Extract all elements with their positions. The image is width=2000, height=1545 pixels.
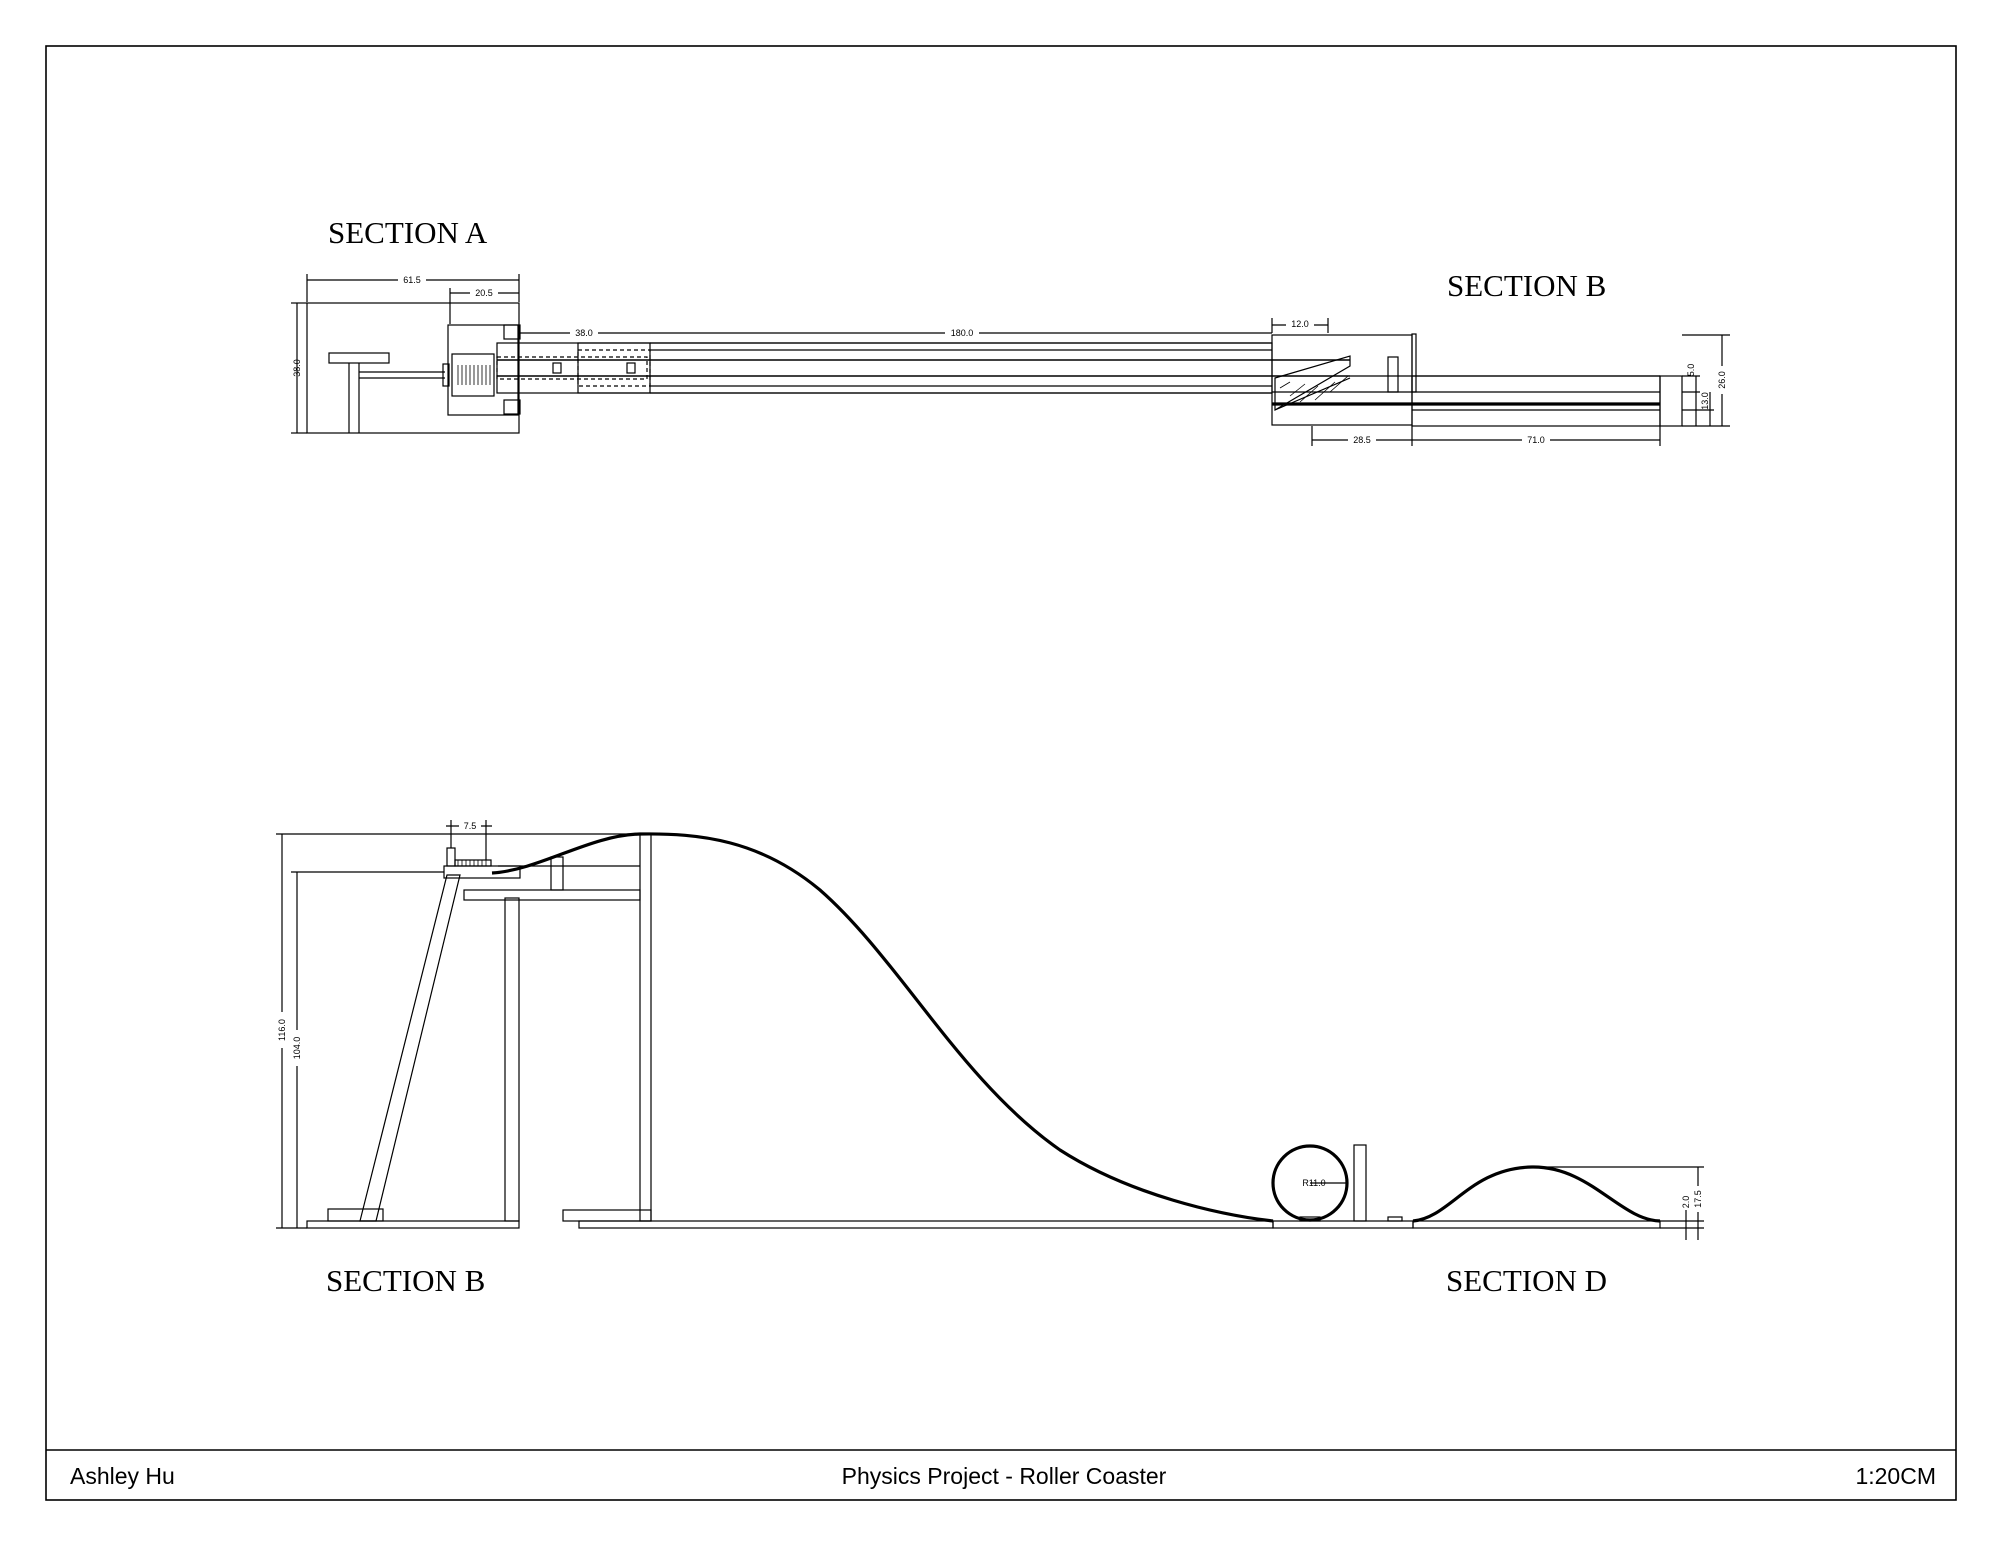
section-d-title: SECTION D — [1446, 1263, 1607, 1298]
top-left-arm — [328, 352, 390, 364]
top-view — [306, 302, 1683, 434]
dim-17-5: 17.5 — [1693, 1190, 1703, 1208]
dim-2: 2.0 — [1681, 1196, 1691, 1209]
dim-116: 116.0 — [277, 1019, 287, 1041]
sheet-border — [45, 45, 1957, 1501]
section-a-title: SECTION A — [328, 215, 488, 250]
dim-7-5: 7.5 — [464, 821, 477, 831]
base-plate-left — [306, 1220, 520, 1229]
dim-r11: R11.0 — [1302, 1178, 1325, 1188]
support-post-left — [504, 897, 520, 1222]
coaster-track-curve — [491, 832, 1274, 1223]
dim-28-5: 28.5 — [1353, 435, 1371, 445]
side-view — [306, 832, 1661, 1229]
project-title: Physics Project - Roller Coaster — [842, 1463, 1167, 1489]
dim-71: 71.0 — [1527, 435, 1545, 445]
dim-12: 12.0 — [1291, 319, 1309, 329]
base-plate-middle — [578, 1220, 1274, 1229]
diagonal-strut — [359, 874, 461, 1222]
top-extension — [1411, 375, 1661, 427]
base-plate-right — [1412, 1220, 1661, 1229]
loop-support-post — [1353, 1144, 1367, 1222]
dim-5: 5.0 — [1686, 364, 1696, 377]
side-dimensions: 7.5 116.0 104.0 R11.0 2.0 17.5 — [276, 820, 1704, 1240]
spring-icon — [457, 365, 491, 385]
base-plate-loop — [1272, 1220, 1414, 1229]
dim-38-vertical: 38.0 — [292, 359, 302, 377]
dim-38-horizontal: 38.0 — [575, 328, 593, 338]
dim-61-5: 61.5 — [403, 275, 421, 285]
top-left-base — [306, 302, 520, 434]
dim-180: 180.0 — [951, 328, 974, 338]
dim-26: 26.0 — [1717, 371, 1727, 389]
small-hill-curve — [1412, 1165, 1661, 1223]
top-dimensions: 61.5 20.5 38.0 38.0 180.0 12.0 28.5 71.0 — [291, 274, 1730, 446]
dim-104: 104.0 — [292, 1037, 302, 1060]
top-right-box — [1271, 334, 1413, 426]
section-b-bottom-title: SECTION B — [326, 1263, 485, 1298]
drawing-scale: 1:20CM — [1855, 1463, 1936, 1489]
dim-13: 13.0 — [1700, 392, 1710, 410]
support-post-main — [639, 833, 652, 1222]
author-name: Ashley Hu — [70, 1463, 175, 1489]
dim-20-5: 20.5 — [475, 288, 493, 298]
launcher-block — [447, 324, 519, 416]
section-b-top-title: SECTION B — [1447, 268, 1606, 303]
